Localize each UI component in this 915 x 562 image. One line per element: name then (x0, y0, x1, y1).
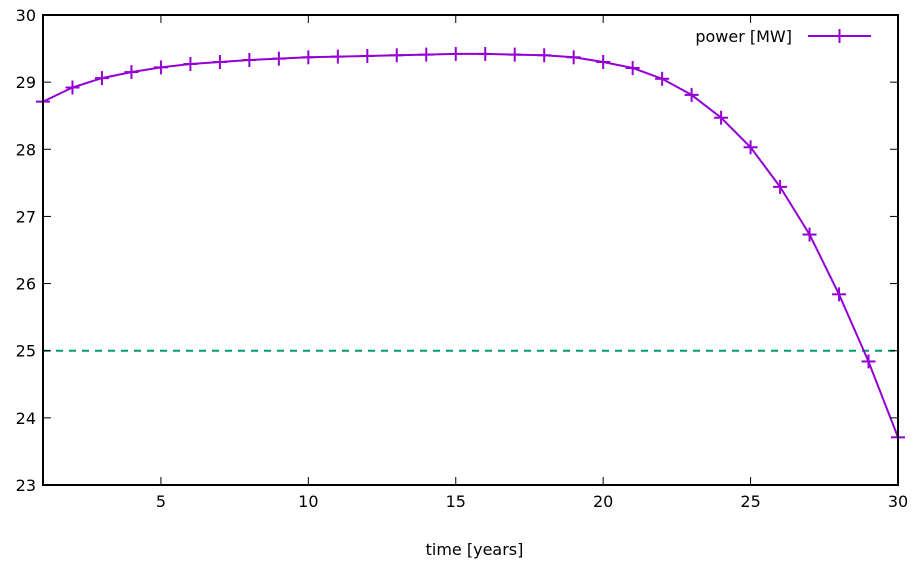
data-point-marker (537, 48, 552, 63)
y-tick-label: 26 (16, 275, 36, 294)
y-tick-label: 28 (16, 140, 36, 159)
legend-swatch-marker (832, 29, 847, 43)
data-point-marker (566, 50, 581, 65)
y-tick-label: 23 (16, 476, 36, 495)
data-point-marker (301, 50, 316, 65)
series-layer (36, 46, 905, 445)
data-point-marker (714, 110, 729, 125)
data-point-marker (271, 51, 286, 66)
series-line (42, 52, 899, 438)
data-point-marker (360, 48, 375, 63)
y-tick-label: 30 (16, 6, 36, 25)
x-tick-label: 5 (156, 492, 166, 511)
legend-label: power [MW] (695, 27, 792, 46)
data-point-marker (478, 46, 493, 61)
y-tick-label: 29 (16, 73, 36, 92)
data-point-marker (389, 48, 404, 63)
data-point-marker (153, 60, 168, 75)
x-tick-label: 20 (593, 492, 613, 511)
data-point-marker (124, 65, 139, 80)
axis-ticks: 5 10 15 20 25 30 23 24 25 26 27 28 29 30 (16, 6, 909, 511)
data-point-marker (242, 52, 257, 67)
x-tick-label: 25 (740, 492, 760, 511)
data-point-marker (330, 49, 345, 64)
data-point-marker (65, 80, 80, 95)
data-point-marker (448, 46, 463, 61)
data-point-marker (861, 354, 876, 369)
x-axis-title: time [years] (426, 540, 524, 559)
data-point-marker (419, 47, 434, 62)
data-point-marker (625, 61, 640, 76)
x-tick-label: 15 (446, 492, 466, 511)
data-point-marker (183, 57, 198, 72)
data-point-marker (212, 55, 227, 69)
data-point-marker (94, 71, 109, 86)
y-tick-label: 24 (16, 409, 36, 428)
x-tick-label: 10 (298, 492, 318, 511)
legend: power [MW] (695, 27, 871, 46)
data-point-marker (684, 87, 699, 102)
y-tick-label: 27 (16, 207, 36, 226)
data-point-marker (596, 55, 611, 69)
x-tick-label: 30 (888, 492, 908, 511)
data-point-marker (802, 227, 817, 242)
data-point-marker (655, 71, 670, 86)
data-point-marker (773, 179, 788, 194)
plot-frame (42, 14, 899, 486)
data-point-marker (743, 140, 758, 155)
data-point-marker (507, 47, 522, 62)
data-point-marker (832, 287, 847, 302)
y-tick-label: 25 (16, 342, 36, 361)
